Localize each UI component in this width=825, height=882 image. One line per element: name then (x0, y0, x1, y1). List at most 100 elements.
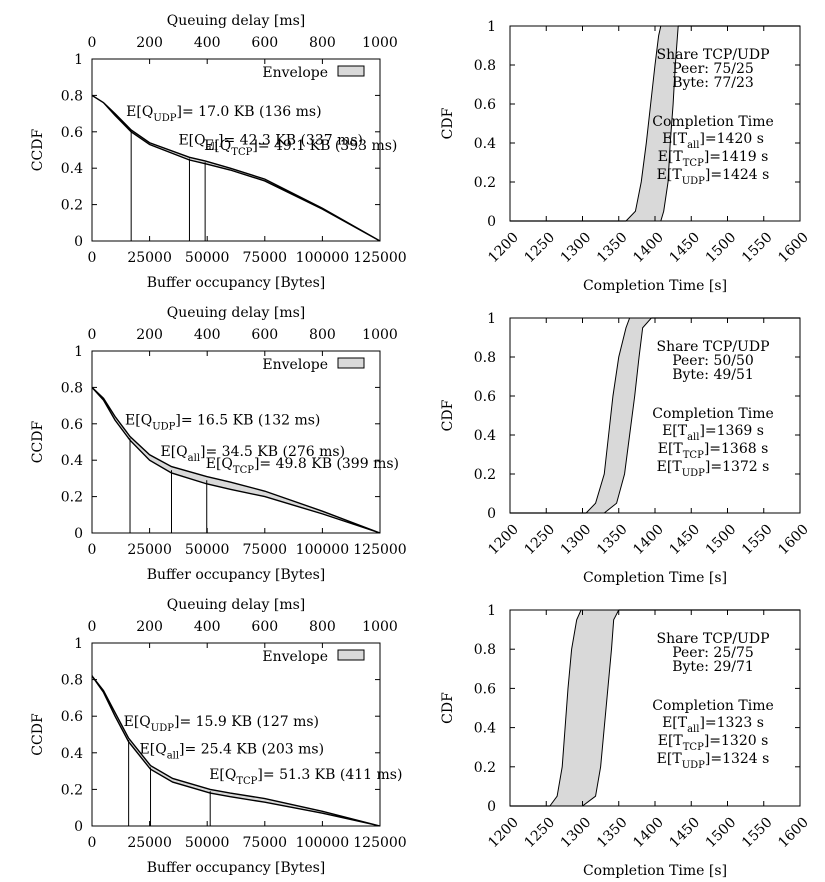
legend-label: Envelope (262, 649, 328, 665)
completion-heading: Completion Time (652, 114, 774, 130)
completion-heading: Completion Time (652, 698, 774, 714)
x-tick-label: 75000 (243, 835, 288, 851)
completion-line: E[TUDP]=1372 s (657, 459, 770, 479)
mean-annotation: E[QUDP]= 17.0 KB (136 ms) (126, 104, 321, 124)
mean-annotation-post: ]= 42.3 KB (337 ms) (218, 133, 363, 149)
mean-annotation-sub: TCP (236, 776, 257, 787)
x-tick-label: 1600 (775, 230, 812, 267)
completion-line-sub: TCP (683, 450, 704, 461)
completion-line-sub: UDP (682, 176, 705, 187)
completion-line-pre: E[T (658, 149, 684, 165)
mean-annotation: E[Qall]= 25.4 KB (203 ms) (140, 741, 325, 761)
x-tick-label: 1600 (775, 815, 812, 852)
mean-annotation: E[Qall]= 42.3 KB (337 ms) (178, 133, 363, 153)
ccdf-frame (91, 350, 381, 534)
x2-tick-label: 400 (194, 327, 221, 343)
x-tick-label: 1600 (775, 522, 812, 559)
completion-line-sub: TCP (683, 158, 704, 169)
x-tick-label: 0 (88, 835, 97, 851)
completion-line-pre: E[T (657, 459, 683, 475)
x-tick-label: 0 (88, 250, 97, 266)
y-tick-label: 0 (74, 819, 83, 835)
completion-line-post: ]=1419 s (704, 149, 768, 165)
x2-tick-label: 1000 (362, 619, 398, 635)
mean-annotation-post: ]= 17.0 KB (136 ms) (177, 104, 322, 120)
x-axis-label: Buffer occupancy [Bytes] (147, 275, 326, 291)
x-tick-label: 1550 (739, 522, 776, 559)
y-axis-label: CCDF (30, 129, 46, 172)
y-tick-label: 0.2 (61, 782, 83, 798)
x-tick-label: 50000 (185, 835, 230, 851)
mean-annotation-pre: E[Q (124, 714, 151, 730)
legend-label: Envelope (262, 357, 328, 373)
share-heading: Share TCP/UDP (656, 339, 769, 355)
x-tick-label: 1400 (630, 230, 667, 267)
x-tick-label: 0 (88, 542, 97, 558)
x-tick-label: 1250 (522, 522, 559, 559)
completion-line-post: ]=1324 s (705, 751, 769, 767)
x-axis-label: Buffer occupancy [Bytes] (147, 860, 326, 876)
x-tick-label: 1200 (485, 815, 522, 852)
x-tick-label: 1500 (703, 522, 740, 559)
y-axis-label: CDF (440, 399, 456, 431)
y-tick-label: 0.4 (61, 453, 83, 469)
completion-line: E[TUDP]=1324 s (657, 751, 770, 771)
x-tick-label: 1450 (667, 815, 704, 852)
completion-line-sub: all (687, 140, 699, 151)
completion-line-sub: all (687, 432, 699, 443)
y-tick-label: 0.6 (474, 389, 496, 405)
mean-annotation-sub: all (188, 453, 200, 464)
completion-line-pre: E[T (657, 167, 683, 183)
x-tick-label: 1400 (630, 815, 667, 852)
cdf-band (584, 317, 653, 514)
completion-line-pre: E[T (662, 131, 688, 147)
completion-line-sub: all (687, 724, 699, 735)
y-tick-label: 0.8 (474, 642, 496, 658)
mean-annotation-pre: E[Q (126, 104, 153, 120)
x-tick-label: 1500 (703, 815, 740, 852)
x2-tick-label: 400 (194, 619, 221, 635)
y-tick-label: 0.6 (474, 97, 496, 113)
share-byte: Byte: 49/51 (672, 367, 754, 383)
x2-tick-label: 800 (309, 619, 336, 635)
y-tick-label: 0.4 (61, 746, 83, 762)
y-tick-label: 0.6 (474, 681, 496, 697)
mean-annotation-sub: TCP (233, 465, 254, 476)
y-tick-label: 0 (487, 214, 496, 230)
x-tick-label: 50000 (185, 250, 230, 266)
completion-line: E[Tall]=1369 s (662, 423, 764, 443)
mean-annotation-sub: UDP (151, 723, 174, 734)
legend-swatch (337, 65, 365, 77)
y-tick-label: 1 (487, 311, 496, 327)
x2-axis-label: Queuing delay [ms] (167, 597, 306, 613)
y-tick-label: 0.2 (61, 490, 83, 506)
x-tick-label: 75000 (243, 250, 288, 266)
y-tick-label: 0.2 (474, 760, 496, 776)
completion-line-sub: TCP (683, 742, 704, 753)
completion-line: E[TUDP]=1424 s (657, 167, 770, 187)
mean-annotation-pre: E[Q (125, 412, 152, 428)
mean-annotation: E[QUDP]= 15.9 KB (127 ms) (124, 714, 319, 734)
mean-annotation-sub: TCP (231, 147, 252, 158)
x2-tick-label: 600 (251, 327, 278, 343)
x-tick-label: 1450 (667, 230, 704, 267)
ccdf-frame (91, 58, 381, 242)
y-tick-label: 0.8 (474, 58, 496, 74)
completion-line: E[TTCP]=1419 s (658, 149, 769, 169)
x-axis-label: Completion Time [s] (583, 863, 727, 879)
x-tick-label: 1350 (594, 815, 631, 852)
x-tick-label: 125000 (353, 250, 406, 266)
completion-line-post: ]=1369 s (699, 423, 763, 439)
x-tick-label: 25000 (127, 250, 172, 266)
mean-annotation-pre: E[Q (140, 741, 167, 757)
mean-annotation-post: ]= 51.3 KB (411 ms) (257, 767, 402, 783)
x-tick-label: 1350 (594, 522, 631, 559)
mean-annotation: E[Qall]= 34.5 KB (276 ms) (160, 444, 345, 464)
mean-annotation-post: ]= 34.5 KB (276 ms) (200, 444, 345, 460)
mean-annotation-pre: E[Q (160, 444, 187, 460)
x-tick-label: 1300 (558, 815, 595, 852)
completion-line-post: ]=1368 s (704, 441, 768, 457)
y-tick-label: 0 (487, 799, 496, 815)
completion-line: E[Tall]=1323 s (662, 715, 764, 735)
